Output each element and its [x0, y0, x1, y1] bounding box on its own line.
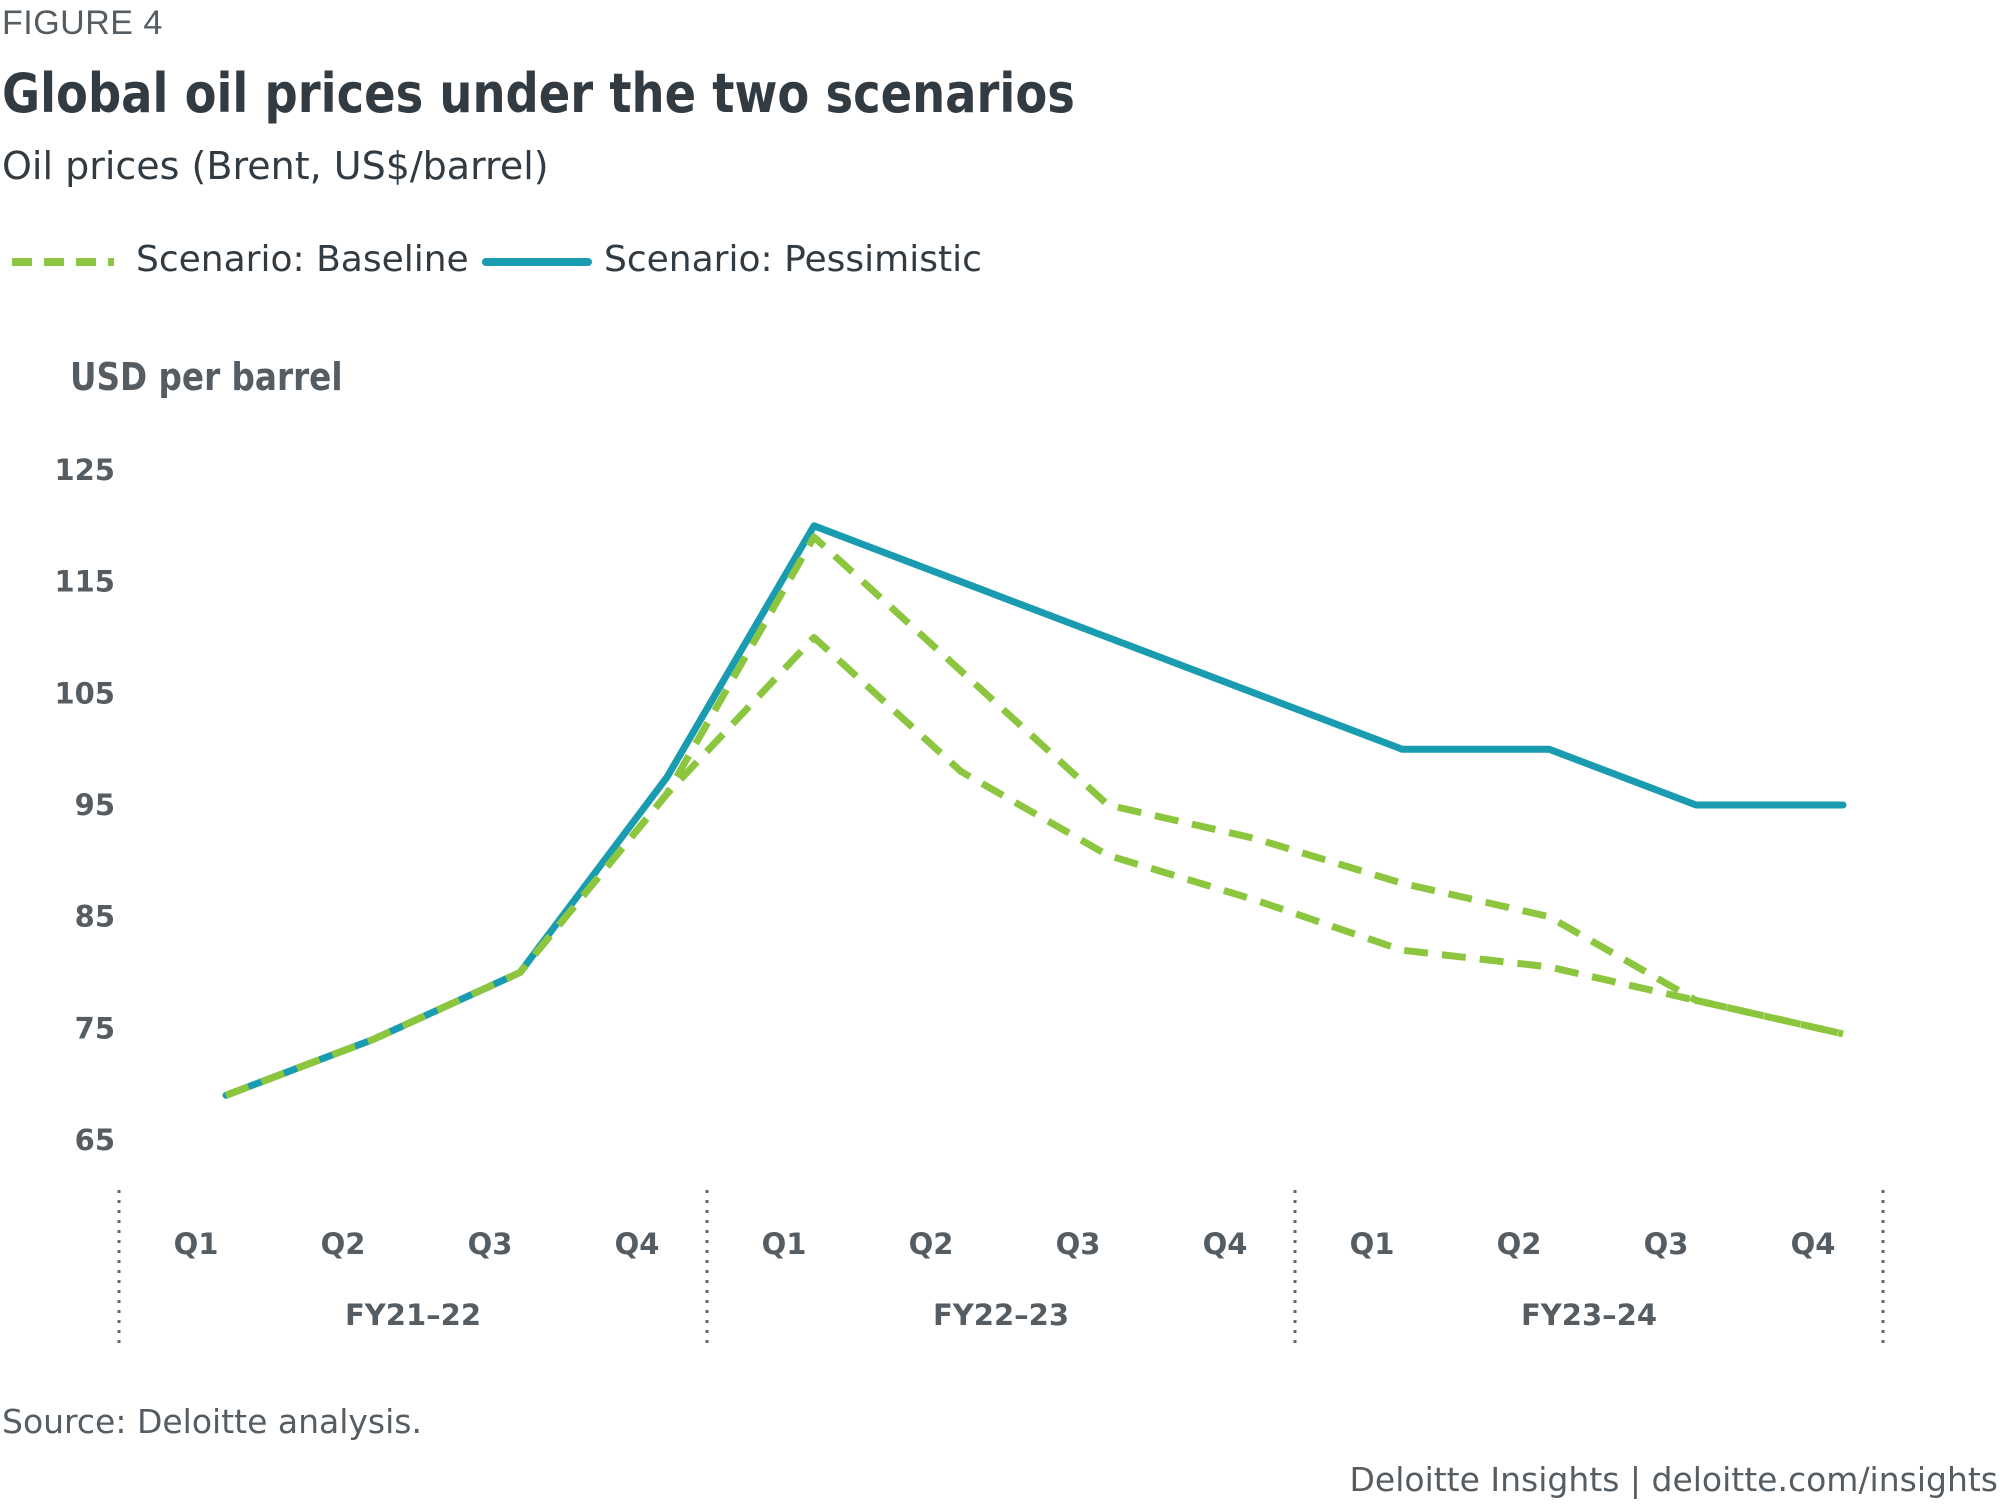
x-tick-label: Q3 [1056, 1227, 1101, 1261]
series-line-baseline [224, 634, 1844, 1099]
x-group-label: FY23–24 [1521, 1298, 1657, 1332]
x-tick-label: Q1 [1350, 1227, 1395, 1261]
x-tick-label: Q2 [909, 1227, 954, 1261]
x-tick-label: Q3 [468, 1227, 513, 1261]
y-tick-label: 85 [75, 900, 115, 934]
x-group-label: FY21–22 [345, 1298, 481, 1332]
legend-baseline-swatch [12, 258, 114, 266]
y-axis-title: USD per barrel [70, 356, 343, 400]
y-tick-label: 105 [54, 676, 115, 710]
x-tick-label: Q2 [1497, 1227, 1542, 1261]
x-group-label: FY22–23 [933, 1298, 1069, 1332]
legend-baseline-label: Scenario: Baseline [136, 239, 469, 280]
x-tick-label: Q1 [174, 1227, 219, 1261]
x-tick-label: Q4 [1791, 1227, 1836, 1261]
chart-title: Global oil prices under the two scenario… [2, 62, 1075, 125]
x-tick-label: Q3 [1644, 1227, 1689, 1261]
legend-pessimistic-swatch [482, 258, 592, 266]
y-tick-label: 115 [54, 565, 115, 599]
publisher-credit: Deloitte Insights | deloitte.com/insight… [1349, 1460, 1999, 1499]
y-tick-label: 75 [75, 1011, 115, 1045]
series-line-pessimistic [222, 522, 1847, 1099]
y-tick-label: 125 [54, 453, 115, 487]
series-line-baseline [224, 533, 1844, 1099]
x-tick-label: Q2 [321, 1227, 366, 1261]
figure-label: FIGURE 4 [2, 4, 163, 42]
x-tick-label: Q1 [762, 1227, 807, 1261]
chart-subtitle: Oil prices (Brent, US$/barrel) [2, 144, 549, 188]
x-tick-label: Q4 [1203, 1227, 1248, 1261]
x-tick-label: Q4 [615, 1227, 660, 1261]
legend-pessimistic-label: Scenario: Pessimistic [604, 239, 982, 280]
y-tick-label: 95 [75, 788, 115, 822]
y-tick-label: 65 [75, 1123, 115, 1157]
source-note: Source: Deloitte analysis. [2, 1402, 422, 1441]
